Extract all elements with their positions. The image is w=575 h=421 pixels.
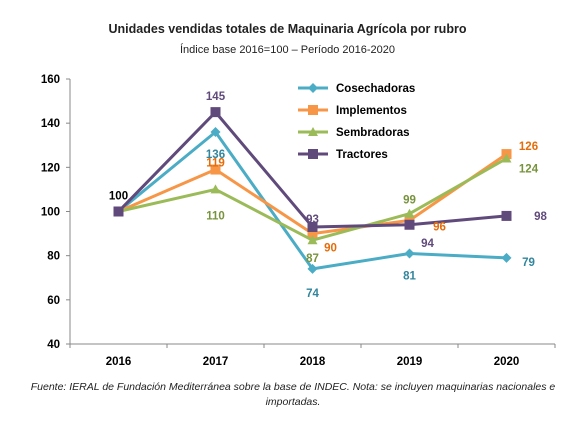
data-label-cosechadoras: 74 <box>306 288 319 300</box>
data-point-sembradoras <box>404 208 415 218</box>
x-tick-label: 2018 <box>300 356 326 368</box>
y-tick-label: 80 <box>47 251 60 263</box>
legend-swatch-marker-sembradoras <box>308 127 318 136</box>
legend-label-cosechadoras: Cosechadoras <box>336 83 415 95</box>
y-tick-label: 160 <box>41 74 60 86</box>
source-note: Fuente: IERAL de Fundación Mediterránea … <box>30 381 556 408</box>
x-tick-label: 2017 <box>203 356 229 368</box>
data-point-tractores <box>307 221 318 232</box>
data-label-implementos: 126 <box>519 141 538 153</box>
data-label-implementos: 119 <box>206 158 225 170</box>
legend-label-tractores: Tractores <box>336 149 388 161</box>
data-label-sembradoras: 99 <box>403 195 416 207</box>
x-tick-label: 2016 <box>106 356 132 368</box>
legend-swatch-marker-implementos <box>308 105 318 115</box>
chart-subtitle: Índice base 2016=100 – Período 2016-2020 <box>180 44 395 56</box>
data-label-implementos: 90 <box>324 243 337 255</box>
data-label-cosechadoras: 79 <box>522 257 535 269</box>
legend-swatch-marker-cosechadoras <box>308 83 318 93</box>
y-tick-label: 60 <box>47 295 60 307</box>
data-label-sembradoras: 110 <box>206 210 225 222</box>
data-point-tractores <box>113 206 124 217</box>
x-tick-label: 2019 <box>397 356 423 368</box>
data-label-tractores: 100 <box>109 191 128 203</box>
data-label-tractores: 145 <box>206 91 226 103</box>
data-point-tractores <box>501 210 512 221</box>
y-tick-label: 120 <box>41 162 60 174</box>
data-point-implementos <box>307 228 318 239</box>
data-label-sembradoras: 87 <box>306 253 319 265</box>
data-point-tractores <box>210 107 221 118</box>
y-tick-label: 140 <box>41 118 60 130</box>
data-label-cosechadoras: 136 <box>206 149 225 161</box>
data-point-sembradoras <box>501 153 512 163</box>
data-label-implementos: 96 <box>433 221 446 233</box>
data-point-cosechadoras <box>307 263 318 274</box>
data-point-implementos <box>210 164 221 175</box>
legend-label-sembradoras: Sembradoras <box>336 127 410 139</box>
data-label-tractores: 98 <box>534 211 547 223</box>
data-label-tractores: 94 <box>421 238 434 250</box>
data-point-cosechadoras <box>404 248 415 259</box>
data-label-tractores: 93 <box>306 214 319 226</box>
data-point-sembradoras <box>307 235 318 245</box>
chart-title: Unidades vendidas totales de Maquinaria … <box>108 22 467 36</box>
data-point-sembradoras <box>210 184 221 194</box>
y-tick-label: 40 <box>47 339 60 351</box>
x-tick-label: 2020 <box>494 356 520 368</box>
data-label-cosechadoras: 81 <box>403 270 416 282</box>
data-label-sembradoras: 124 <box>519 164 539 176</box>
data-point-tractores <box>404 219 415 230</box>
legend-swatch-marker-tractores <box>308 149 318 159</box>
data-point-cosechadoras <box>210 127 221 137</box>
y-tick-label: 100 <box>41 207 60 219</box>
data-point-cosechadoras <box>501 252 512 263</box>
legend-label-implementos: Implementos <box>336 105 407 117</box>
